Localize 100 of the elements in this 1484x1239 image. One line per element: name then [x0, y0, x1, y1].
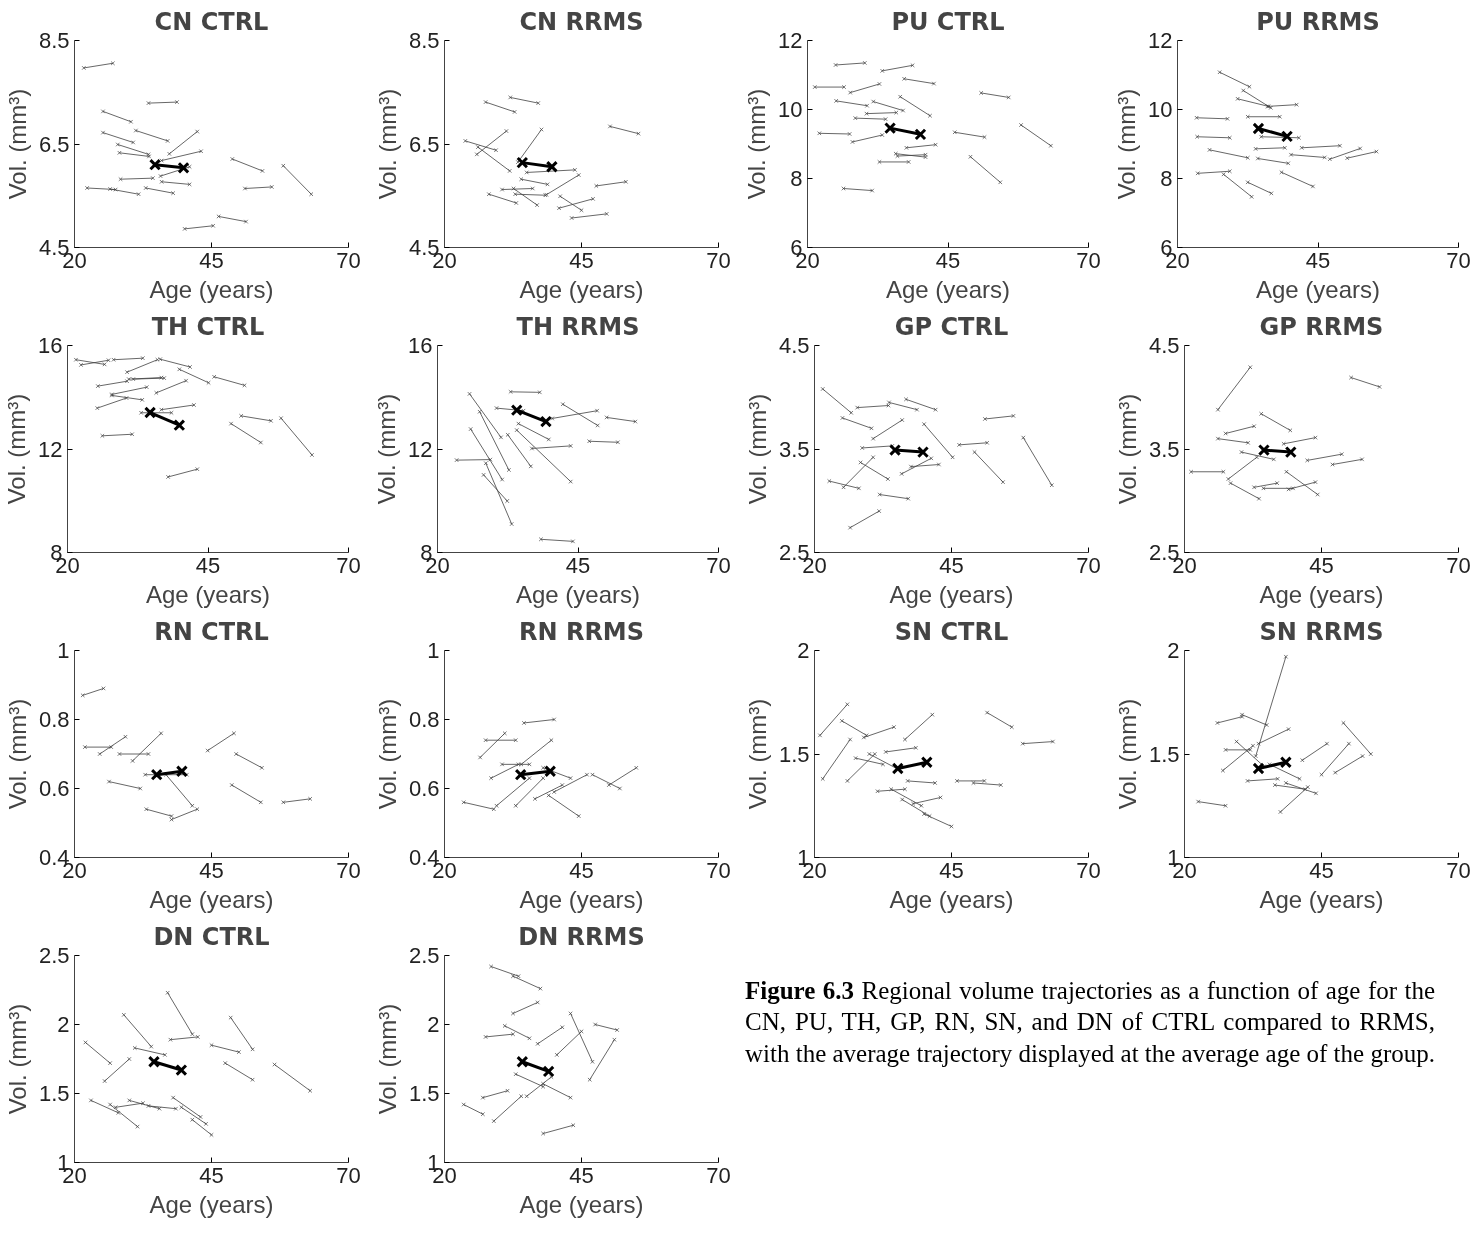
y-tick-label: 0.8	[38, 707, 70, 732]
x-tick-label: 45	[199, 247, 224, 273]
x-tick-label: 45	[565, 552, 591, 578]
x-tick-label: 70	[1446, 552, 1471, 578]
x-axis-title: Age (years)	[519, 885, 644, 913]
x-tick-label: 70	[706, 552, 731, 578]
x-tick-label: 70	[1446, 857, 1471, 883]
x-axis-title: Age (years)	[149, 1190, 274, 1218]
chart-title: DN RRMS	[518, 922, 645, 951]
x-axis-title: Age (years)	[519, 1190, 644, 1218]
x-axis-title: Age (years)	[519, 275, 644, 303]
x-tick-label: 45	[935, 247, 961, 273]
chart-title: PU CTRL	[891, 7, 1005, 36]
y-tick-label: 0.6	[38, 776, 70, 801]
y-tick-label: 4.5	[1148, 333, 1180, 358]
y-tick-label: 8	[1160, 166, 1173, 191]
y-tick-label: 8.5	[38, 28, 70, 53]
x-tick-label: 70	[1076, 857, 1101, 883]
x-axis-title: Age (years)	[149, 885, 274, 913]
y-tick-label: 2.5	[38, 943, 70, 968]
chart-title: GP CTRL	[894, 312, 1009, 341]
x-axis-title: Age (years)	[885, 275, 1011, 303]
y-tick-label: 2.5	[408, 943, 440, 968]
x-tick-label: 70	[1076, 247, 1101, 273]
y-axis-title: Vol. (mm³)	[373, 1003, 401, 1115]
y-axis-title: Vol. (mm³)	[373, 393, 401, 505]
y-tick-label: 10	[1148, 97, 1173, 122]
x-tick-label: 45	[569, 1162, 594, 1188]
y-tick-label: 16	[38, 333, 63, 358]
y-axis-title: Vol. (mm³)	[3, 698, 31, 810]
x-tick-label: 45	[195, 552, 221, 578]
y-tick-label: 12	[1148, 28, 1173, 53]
x-tick-label: 45	[939, 857, 964, 883]
y-tick-label: 8	[790, 166, 803, 191]
y-tick-label: 1.5	[778, 741, 810, 767]
y-tick-label: 4.5	[778, 333, 810, 358]
x-tick-label: 45	[569, 247, 594, 273]
x-tick-label: 70	[336, 857, 361, 883]
x-tick-label: 70	[1076, 552, 1101, 578]
chart-title: RN RRMS	[518, 617, 645, 646]
x-axis-title: Age (years)	[889, 885, 1014, 913]
x-tick-label: 45	[199, 857, 224, 883]
x-tick-label: 70	[336, 247, 361, 273]
x-tick-label: 45	[1305, 247, 1331, 273]
y-tick-label: 1.5	[1148, 741, 1180, 767]
x-axis-title: Age (years)	[889, 580, 1014, 608]
y-tick-label: 3.5	[1148, 436, 1180, 462]
y-tick-label: 3.5	[778, 436, 810, 462]
x-tick-label: 45	[1309, 552, 1334, 578]
x-tick-label: 45	[569, 857, 594, 883]
y-tick-label: 0.6	[408, 776, 440, 801]
chart-title: TH CTRL	[151, 312, 265, 341]
chart-title: CN CTRL	[154, 7, 269, 36]
y-axis-title: Vol. (mm³)	[1113, 393, 1141, 505]
y-axis-title: Vol. (mm³)	[3, 88, 31, 200]
y-tick-label: 2	[797, 638, 810, 663]
y-tick-label: 2	[1167, 638, 1180, 663]
y-axis-title: Vol. (mm³)	[743, 698, 771, 810]
y-axis-title: Vol. (mm³)	[743, 393, 771, 505]
y-tick-label: 10	[778, 97, 803, 122]
x-axis-title: Age (years)	[1259, 580, 1384, 608]
y-axis-title: Vol. (mm³)	[373, 88, 401, 200]
x-axis-title: Age (years)	[1255, 275, 1381, 303]
x-tick-label: 70	[706, 857, 731, 883]
chart-title: DN CTRL	[153, 922, 270, 951]
caption: Figure 6.3	[745, 977, 855, 1004]
y-tick-label: 2	[427, 1012, 440, 1037]
y-tick-label: 16	[408, 333, 433, 358]
y-tick-label: 1	[57, 638, 70, 663]
y-tick-label: 1	[427, 638, 440, 663]
x-axis-title: Age (years)	[1259, 885, 1384, 913]
y-tick-label: 1.5	[408, 1081, 440, 1106]
chart-title: CN RRMS	[519, 7, 644, 36]
y-tick-label: 6.5	[38, 131, 70, 157]
chart-title: TH RRMS	[516, 312, 640, 341]
chart-title: RN CTRL	[154, 617, 269, 646]
y-axis-title: Vol. (mm³)	[1113, 88, 1141, 200]
y-axis-title: Vol. (mm³)	[3, 1003, 31, 1115]
chart-title: GP RRMS	[1259, 312, 1384, 341]
y-tick-label: 2	[57, 1012, 70, 1037]
x-tick-label: 45	[939, 552, 964, 578]
x-tick-label: 70	[706, 247, 731, 273]
y-tick-label: 0.8	[408, 707, 440, 732]
y-tick-label: 12	[778, 28, 803, 53]
y-axis-title: Vol. (mm³)	[1113, 698, 1141, 810]
x-tick-label: 70	[336, 552, 361, 578]
y-tick-label: 6.5	[408, 131, 440, 157]
y-axis-title: Vol. (mm³)	[373, 698, 401, 810]
y-tick-label: 12	[38, 436, 63, 462]
x-tick-label: 45	[1309, 857, 1334, 883]
chart-title: SN RRMS	[1259, 617, 1384, 646]
x-tick-label: 70	[336, 1162, 361, 1188]
x-tick-label: 45	[199, 1162, 224, 1188]
x-axis-title: Age (years)	[149, 275, 274, 303]
chart-title: PU RRMS	[1256, 7, 1380, 36]
x-axis-title: Age (years)	[515, 580, 641, 608]
x-tick-label: 70	[706, 1162, 731, 1188]
y-tick-label: 12	[408, 436, 433, 462]
x-axis-title: Age (years)	[145, 580, 271, 608]
chart-title: SN CTRL	[894, 617, 1009, 646]
